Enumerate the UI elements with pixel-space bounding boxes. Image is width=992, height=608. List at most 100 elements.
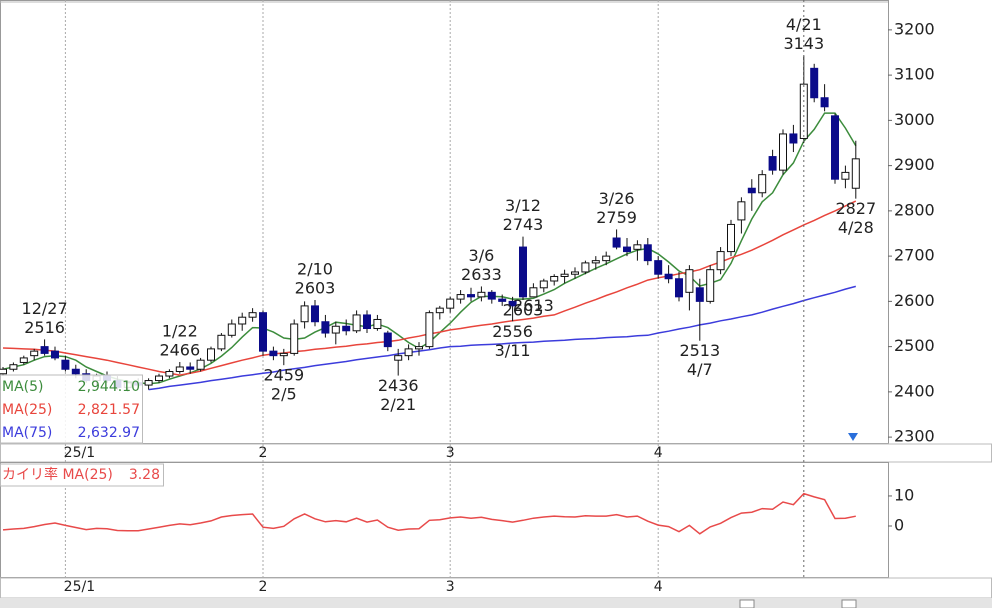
candle-body (467, 294, 475, 298)
candle-body (207, 348, 215, 361)
legend-value: 2,821.57 (78, 402, 140, 418)
candle-body (446, 298, 455, 309)
high-date: 1/22 (162, 322, 198, 341)
candle-body (581, 262, 590, 273)
high-date: 4/21 (786, 15, 822, 34)
candle-body (290, 323, 299, 354)
low-value: 2513 (679, 341, 720, 360)
legend-box (0, 374, 143, 444)
candle-body (519, 246, 527, 298)
candle-body (19, 357, 28, 363)
candle-body (30, 350, 39, 357)
candle-body (664, 273, 673, 280)
sub-title: カイリ率 MA(25) (2, 466, 113, 483)
y-tick-label: 0 (894, 516, 904, 535)
candle-body (727, 223, 735, 253)
candle-body (321, 321, 330, 334)
candle-body (529, 287, 538, 298)
candle-body (685, 269, 694, 293)
low-date: 2/21 (380, 395, 416, 414)
y-tick-label: 3200 (894, 19, 935, 38)
candle-body (331, 325, 340, 334)
high-value: 2603 (295, 279, 336, 298)
marker (848, 433, 858, 441)
candle-body (602, 255, 611, 262)
legend-value: 2,944.10 (78, 379, 140, 395)
high-date: 3/26 (599, 189, 635, 208)
scroll-handle[interactable] (739, 599, 755, 608)
candle-body (706, 269, 715, 302)
x-tick-label: 25/1 (64, 579, 95, 595)
candle-body (259, 312, 267, 352)
y-tick-label: 2800 (894, 200, 935, 219)
candle-body (623, 246, 631, 253)
low-value: 2613 (513, 296, 554, 315)
low-value: 2436 (378, 376, 419, 395)
candle-body (415, 346, 423, 350)
candle-body (550, 275, 559, 282)
candle-body (311, 305, 319, 323)
y-tick-label: 2600 (894, 291, 935, 310)
candle-body (373, 318, 382, 330)
candle-body (571, 271, 579, 275)
candle-body (716, 251, 725, 271)
low-value: 2459 (263, 366, 304, 385)
date-band-bottom (0, 577, 992, 599)
candle-body (831, 115, 839, 180)
low-value: 2556 (492, 322, 533, 341)
high-value: 2516 (24, 318, 65, 337)
x-tick-label: 25/1 (64, 445, 95, 461)
candle-body (477, 291, 486, 298)
high-date: 12/27 (22, 299, 68, 318)
candle-body (227, 323, 236, 336)
low-date: 4/28 (838, 218, 874, 237)
candle-body (40, 346, 49, 354)
candle-body (248, 312, 257, 318)
candle-body (633, 244, 642, 250)
candle-body (435, 307, 444, 314)
candle-body (747, 187, 756, 194)
candle-body (352, 314, 361, 332)
candle-body (383, 332, 392, 348)
candle-body (394, 355, 403, 361)
candle-body (165, 371, 174, 377)
candle-body (196, 359, 205, 370)
candle-body (560, 273, 569, 277)
candle-body (758, 174, 767, 194)
candle-body (851, 158, 860, 189)
candle-body (404, 348, 413, 357)
y-tick-label: 2300 (894, 427, 935, 446)
y-tick-label: 2900 (894, 155, 935, 174)
low-value: 2603 (503, 301, 544, 320)
candle-body (61, 359, 70, 370)
high-value: 2633 (461, 265, 502, 284)
candle-body (779, 133, 787, 171)
high-value: 2743 (503, 215, 544, 234)
candle-body (425, 312, 434, 348)
x-tick-label: 3 (446, 445, 455, 461)
candle-body (539, 280, 548, 289)
candle-body (737, 201, 746, 221)
y-tick-label: 2400 (894, 381, 935, 400)
scrollbar[interactable] (0, 598, 992, 608)
high-date: 2/10 (297, 260, 333, 279)
candle-body (820, 97, 829, 108)
x-tick-label: 3 (446, 579, 455, 595)
candle-body (643, 244, 652, 262)
candle-body (695, 287, 704, 302)
candle-body (342, 325, 351, 332)
candle-body (186, 366, 195, 370)
legend-value: 2,632.97 (78, 425, 140, 441)
low-date: 2/5 (271, 385, 297, 404)
high-value: 3143 (783, 34, 824, 53)
candle-body (363, 314, 371, 330)
deviation-line (2, 492, 856, 535)
candle-body (217, 334, 226, 350)
candle-body (279, 352, 288, 357)
candle-body (71, 368, 80, 375)
x-tick-label: 2 (259, 445, 268, 461)
scroll-handle[interactable] (841, 599, 857, 608)
candle-body (175, 366, 184, 373)
